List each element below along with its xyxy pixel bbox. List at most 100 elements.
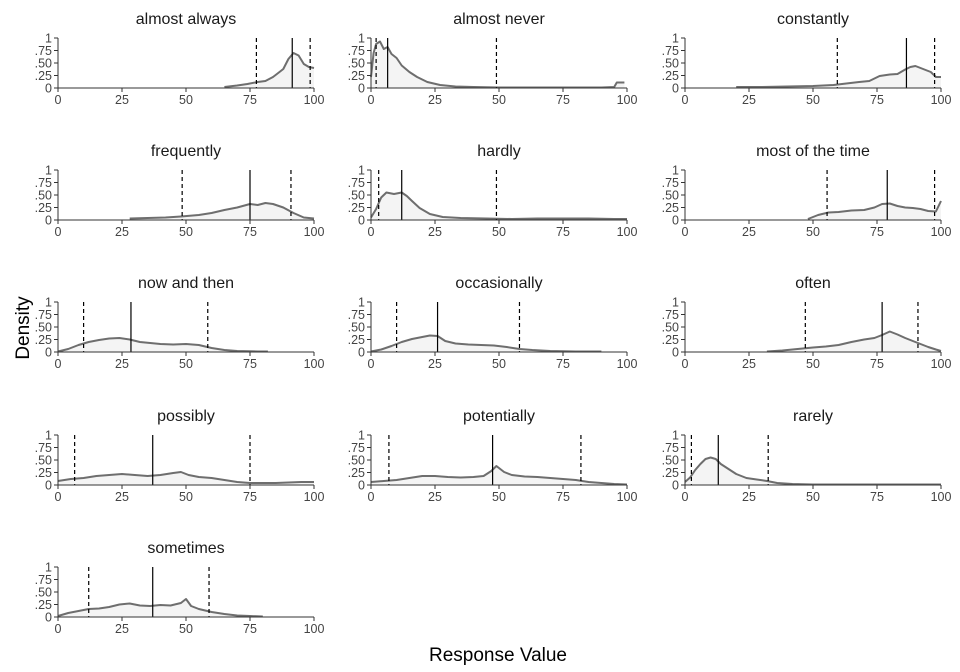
y-tick-label: .75 — [35, 176, 52, 190]
panel-title: most of the time — [756, 143, 870, 160]
x-tick-label: 75 — [556, 225, 570, 239]
y-tick-label: 1 — [358, 164, 365, 178]
density-panel: occasionally 0 25 50 75 100 0.25.50.751 — [348, 275, 638, 371]
x-tick-label: 25 — [115, 225, 129, 239]
y-tick-label: 0 — [45, 611, 52, 625]
x-tick-label: 25 — [115, 490, 129, 504]
y-tick-label: .75 — [348, 441, 365, 455]
y-tick-label: .50 — [348, 57, 365, 71]
y-tick-label: 0 — [358, 214, 365, 228]
x-tick-label: 50 — [806, 357, 820, 371]
x-tick-label: 0 — [682, 490, 689, 504]
y-tick-label: 0 — [358, 479, 365, 493]
y-tick-label: .50 — [348, 321, 365, 335]
panel-title: frequently — [151, 143, 221, 160]
density-line — [766, 330, 942, 353]
x-tick-label: 0 — [368, 357, 375, 371]
x-tick-label: 50 — [179, 622, 193, 636]
y-tick-label: .75 — [35, 573, 52, 587]
x-tick-label: 75 — [556, 490, 570, 504]
y-tick-label: 1 — [358, 429, 365, 443]
density-panel: constantly 0 25 50 75 100 0.25.50.751 — [662, 11, 952, 107]
density-panel: frequently 0 25 50 75 100 0.25.50.751 — [35, 143, 325, 239]
panel-title: occasionally — [455, 275, 542, 292]
y-tick-label: 0 — [45, 479, 52, 493]
y-tick-label: .25 — [348, 333, 365, 347]
y-tick-label: .75 — [35, 441, 52, 455]
y-tick-label: .25 — [35, 333, 52, 347]
x-tick-label: 100 — [931, 490, 952, 504]
x-tick-label: 25 — [428, 357, 442, 371]
x-tick-label: 0 — [55, 622, 62, 636]
y-tick-label: 0 — [45, 346, 52, 360]
density-line — [57, 598, 263, 618]
x-tick-label: 100 — [617, 490, 638, 504]
x-tick-label: 100 — [304, 622, 325, 636]
x-tick-label: 100 — [304, 357, 325, 371]
y-tick-label: 1 — [45, 561, 52, 575]
panel-title: hardly — [477, 143, 521, 160]
panel-title: almost always — [136, 11, 236, 28]
x-tick-label: 0 — [368, 490, 375, 504]
y-tick-label: .50 — [35, 454, 52, 468]
panel-title: sometimes — [147, 540, 224, 557]
x-tick-label: 100 — [304, 225, 325, 239]
x-tick-label: 75 — [870, 490, 884, 504]
x-tick-label: 50 — [492, 357, 506, 371]
density-panel: hardly 0 25 50 75 100 0.25.50.751 — [348, 143, 638, 239]
y-tick-label: .75 — [35, 308, 52, 322]
x-tick-label: 50 — [806, 490, 820, 504]
x-tick-label: 25 — [115, 622, 129, 636]
y-tick-label: 0 — [358, 346, 365, 360]
y-tick-label: 1 — [45, 296, 52, 310]
density-area — [371, 41, 625, 88]
y-tick-label: .50 — [662, 57, 679, 71]
y-tick-label: .50 — [35, 57, 52, 71]
x-tick-label: 0 — [682, 225, 689, 239]
panel-title: possibly — [157, 408, 215, 425]
x-tick-label: 25 — [115, 357, 129, 371]
density-line — [129, 202, 315, 220]
x-tick-label: 75 — [556, 357, 570, 371]
x-tick-label: 75 — [243, 490, 257, 504]
x-axis-title: Response Value — [429, 645, 567, 666]
y-tick-label: 1 — [45, 429, 52, 443]
panel-title: rarely — [793, 408, 833, 425]
density-panel: rarely 0 25 50 75 100 0.25.50.751 — [662, 408, 952, 504]
density-panel: often 0 25 50 75 100 0.25.50.751 — [662, 275, 952, 371]
y-tick-label: .50 — [35, 586, 52, 600]
x-tick-label: 75 — [243, 225, 257, 239]
y-tick-label: 1 — [672, 164, 679, 178]
x-tick-label: 0 — [55, 490, 62, 504]
x-tick-label: 25 — [428, 490, 442, 504]
y-tick-label: .50 — [662, 189, 679, 203]
x-tick-label: 0 — [55, 93, 62, 107]
density-panel: potentially 0 25 50 75 100 0.25.50.751 — [348, 408, 638, 504]
density-line — [370, 334, 602, 353]
y-tick-label: .75 — [662, 44, 679, 58]
x-tick-label: 0 — [55, 357, 62, 371]
density-area — [371, 335, 602, 352]
x-tick-label: 100 — [931, 357, 952, 371]
y-tick-label: .25 — [348, 201, 365, 215]
x-tick-label: 25 — [742, 93, 756, 107]
x-tick-label: 50 — [492, 225, 506, 239]
density-line — [370, 465, 628, 486]
y-tick-label: 1 — [45, 32, 52, 46]
panel-title: often — [795, 275, 831, 292]
y-tick-label: .25 — [35, 69, 52, 83]
density-panel: almost always 0 25 50 75 100 0.25.50.751 — [35, 11, 325, 107]
x-tick-label: 100 — [931, 93, 952, 107]
x-tick-label: 50 — [806, 93, 820, 107]
x-tick-label: 50 — [492, 93, 506, 107]
y-tick-label: .25 — [348, 466, 365, 480]
x-tick-label: 0 — [682, 93, 689, 107]
density-area — [58, 472, 314, 485]
density-panel: almost never 0 25 50 75 100 0.25.50.751 — [348, 11, 638, 107]
y-tick-label: .25 — [348, 69, 365, 83]
x-tick-label: 75 — [556, 93, 570, 107]
x-tick-label: 75 — [243, 357, 257, 371]
x-tick-label: 0 — [368, 225, 375, 239]
y-tick-label: .75 — [662, 176, 679, 190]
